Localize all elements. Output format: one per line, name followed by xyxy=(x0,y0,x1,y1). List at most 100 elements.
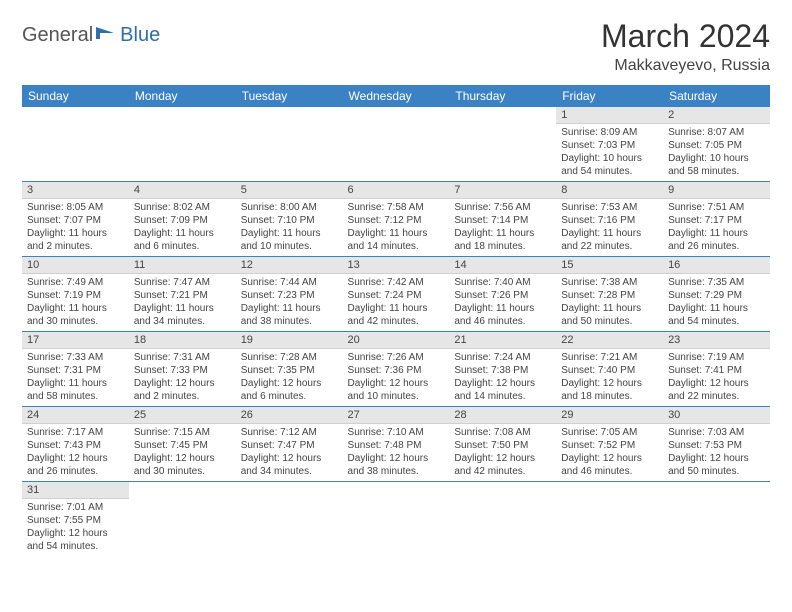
calendar-cell: 26Sunrise: 7:12 AMSunset: 7:47 PMDayligh… xyxy=(236,407,343,482)
day-number: 23 xyxy=(663,332,770,349)
day-details: Sunrise: 7:24 AMSunset: 7:38 PMDaylight:… xyxy=(449,349,556,406)
day-number: 9 xyxy=(663,182,770,199)
day-number: 1 xyxy=(556,107,663,124)
calendar-cell: 15Sunrise: 7:38 AMSunset: 7:28 PMDayligh… xyxy=(556,257,663,332)
location: Makkaveyevo, Russia xyxy=(601,57,770,75)
day-details: Sunrise: 8:00 AMSunset: 7:10 PMDaylight:… xyxy=(236,199,343,256)
logo-text-blue: Blue xyxy=(120,24,160,47)
calendar-cell: 3Sunrise: 8:05 AMSunset: 7:07 PMDaylight… xyxy=(22,182,129,257)
logo: General Blue xyxy=(22,24,160,47)
calendar-table: Sunday Monday Tuesday Wednesday Thursday… xyxy=(22,85,770,556)
calendar-cell: 27Sunrise: 7:10 AMSunset: 7:48 PMDayligh… xyxy=(343,407,450,482)
calendar-cell: 17Sunrise: 7:33 AMSunset: 7:31 PMDayligh… xyxy=(22,332,129,407)
calendar-cell xyxy=(343,107,450,182)
day-number: 13 xyxy=(343,257,450,274)
day-details: Sunrise: 7:56 AMSunset: 7:14 PMDaylight:… xyxy=(449,199,556,256)
day-details: Sunrise: 8:07 AMSunset: 7:05 PMDaylight:… xyxy=(663,124,770,181)
day-details: Sunrise: 7:28 AMSunset: 7:35 PMDaylight:… xyxy=(236,349,343,406)
day-details: Sunrise: 7:05 AMSunset: 7:52 PMDaylight:… xyxy=(556,424,663,481)
day-number: 18 xyxy=(129,332,236,349)
calendar-cell xyxy=(343,482,450,557)
day-number: 31 xyxy=(22,482,129,499)
day-details: Sunrise: 7:51 AMSunset: 7:17 PMDaylight:… xyxy=(663,199,770,256)
day-details: Sunrise: 7:38 AMSunset: 7:28 PMDaylight:… xyxy=(556,274,663,331)
day-number: 5 xyxy=(236,182,343,199)
calendar-cell: 24Sunrise: 7:17 AMSunset: 7:43 PMDayligh… xyxy=(22,407,129,482)
day-number: 21 xyxy=(449,332,556,349)
day-number: 27 xyxy=(343,407,450,424)
weekday-header: Thursday xyxy=(449,85,556,107)
day-number: 24 xyxy=(22,407,129,424)
calendar-cell: 18Sunrise: 7:31 AMSunset: 7:33 PMDayligh… xyxy=(129,332,236,407)
day-details: Sunrise: 8:05 AMSunset: 7:07 PMDaylight:… xyxy=(22,199,129,256)
calendar-cell: 7Sunrise: 7:56 AMSunset: 7:14 PMDaylight… xyxy=(449,182,556,257)
day-details: Sunrise: 7:12 AMSunset: 7:47 PMDaylight:… xyxy=(236,424,343,481)
calendar-cell: 21Sunrise: 7:24 AMSunset: 7:38 PMDayligh… xyxy=(449,332,556,407)
calendar-row: 3Sunrise: 8:05 AMSunset: 7:07 PMDaylight… xyxy=(22,182,770,257)
day-number: 16 xyxy=(663,257,770,274)
day-details: Sunrise: 7:33 AMSunset: 7:31 PMDaylight:… xyxy=(22,349,129,406)
calendar-cell: 8Sunrise: 7:53 AMSunset: 7:16 PMDaylight… xyxy=(556,182,663,257)
calendar-row: 10Sunrise: 7:49 AMSunset: 7:19 PMDayligh… xyxy=(22,257,770,332)
calendar-cell: 16Sunrise: 7:35 AMSunset: 7:29 PMDayligh… xyxy=(663,257,770,332)
month-title: March 2024 xyxy=(601,18,770,55)
day-number: 17 xyxy=(22,332,129,349)
calendar-cell xyxy=(129,482,236,557)
day-details: Sunrise: 7:15 AMSunset: 7:45 PMDaylight:… xyxy=(129,424,236,481)
day-number: 6 xyxy=(343,182,450,199)
calendar-row: 1Sunrise: 8:09 AMSunset: 7:03 PMDaylight… xyxy=(22,107,770,182)
day-number: 30 xyxy=(663,407,770,424)
calendar-body: 1Sunrise: 8:09 AMSunset: 7:03 PMDaylight… xyxy=(22,107,770,556)
calendar-cell: 30Sunrise: 7:03 AMSunset: 7:53 PMDayligh… xyxy=(663,407,770,482)
day-details: Sunrise: 7:47 AMSunset: 7:21 PMDaylight:… xyxy=(129,274,236,331)
weekday-header: Saturday xyxy=(663,85,770,107)
day-details: Sunrise: 7:35 AMSunset: 7:29 PMDaylight:… xyxy=(663,274,770,331)
day-details: Sunrise: 7:44 AMSunset: 7:23 PMDaylight:… xyxy=(236,274,343,331)
day-details: Sunrise: 7:21 AMSunset: 7:40 PMDaylight:… xyxy=(556,349,663,406)
day-details: Sunrise: 7:03 AMSunset: 7:53 PMDaylight:… xyxy=(663,424,770,481)
day-details: Sunrise: 7:42 AMSunset: 7:24 PMDaylight:… xyxy=(343,274,450,331)
calendar-cell: 2Sunrise: 8:07 AMSunset: 7:05 PMDaylight… xyxy=(663,107,770,182)
calendar-cell: 6Sunrise: 7:58 AMSunset: 7:12 PMDaylight… xyxy=(343,182,450,257)
day-number: 15 xyxy=(556,257,663,274)
calendar-cell: 14Sunrise: 7:40 AMSunset: 7:26 PMDayligh… xyxy=(449,257,556,332)
calendar-cell xyxy=(449,107,556,182)
calendar-cell xyxy=(236,482,343,557)
day-details: Sunrise: 7:10 AMSunset: 7:48 PMDaylight:… xyxy=(343,424,450,481)
calendar-cell: 29Sunrise: 7:05 AMSunset: 7:52 PMDayligh… xyxy=(556,407,663,482)
day-details: Sunrise: 8:02 AMSunset: 7:09 PMDaylight:… xyxy=(129,199,236,256)
day-number: 3 xyxy=(22,182,129,199)
day-number: 7 xyxy=(449,182,556,199)
calendar-cell: 4Sunrise: 8:02 AMSunset: 7:09 PMDaylight… xyxy=(129,182,236,257)
calendar-cell xyxy=(236,107,343,182)
weekday-header: Sunday xyxy=(22,85,129,107)
weekday-header: Friday xyxy=(556,85,663,107)
calendar-cell xyxy=(129,107,236,182)
calendar-cell: 11Sunrise: 7:47 AMSunset: 7:21 PMDayligh… xyxy=(129,257,236,332)
day-details: Sunrise: 7:08 AMSunset: 7:50 PMDaylight:… xyxy=(449,424,556,481)
day-number: 8 xyxy=(556,182,663,199)
calendar-cell: 12Sunrise: 7:44 AMSunset: 7:23 PMDayligh… xyxy=(236,257,343,332)
day-number: 26 xyxy=(236,407,343,424)
day-details: Sunrise: 7:58 AMSunset: 7:12 PMDaylight:… xyxy=(343,199,450,256)
calendar-cell: 25Sunrise: 7:15 AMSunset: 7:45 PMDayligh… xyxy=(129,407,236,482)
day-details: Sunrise: 7:26 AMSunset: 7:36 PMDaylight:… xyxy=(343,349,450,406)
calendar-cell: 10Sunrise: 7:49 AMSunset: 7:19 PMDayligh… xyxy=(22,257,129,332)
day-details: Sunrise: 7:40 AMSunset: 7:26 PMDaylight:… xyxy=(449,274,556,331)
day-number: 28 xyxy=(449,407,556,424)
calendar-cell: 22Sunrise: 7:21 AMSunset: 7:40 PMDayligh… xyxy=(556,332,663,407)
title-block: March 2024 Makkaveyevo, Russia xyxy=(601,18,770,75)
day-number: 4 xyxy=(129,182,236,199)
calendar-cell: 20Sunrise: 7:26 AMSunset: 7:36 PMDayligh… xyxy=(343,332,450,407)
calendar-cell: 23Sunrise: 7:19 AMSunset: 7:41 PMDayligh… xyxy=(663,332,770,407)
calendar-cell: 28Sunrise: 7:08 AMSunset: 7:50 PMDayligh… xyxy=(449,407,556,482)
calendar-cell: 9Sunrise: 7:51 AMSunset: 7:17 PMDaylight… xyxy=(663,182,770,257)
day-details: Sunrise: 8:09 AMSunset: 7:03 PMDaylight:… xyxy=(556,124,663,181)
calendar-row: 24Sunrise: 7:17 AMSunset: 7:43 PMDayligh… xyxy=(22,407,770,482)
calendar-cell: 19Sunrise: 7:28 AMSunset: 7:35 PMDayligh… xyxy=(236,332,343,407)
day-number: 19 xyxy=(236,332,343,349)
calendar-cell xyxy=(449,482,556,557)
calendar-cell: 31Sunrise: 7:01 AMSunset: 7:55 PMDayligh… xyxy=(22,482,129,557)
day-number: 2 xyxy=(663,107,770,124)
weekday-header: Wednesday xyxy=(343,85,450,107)
